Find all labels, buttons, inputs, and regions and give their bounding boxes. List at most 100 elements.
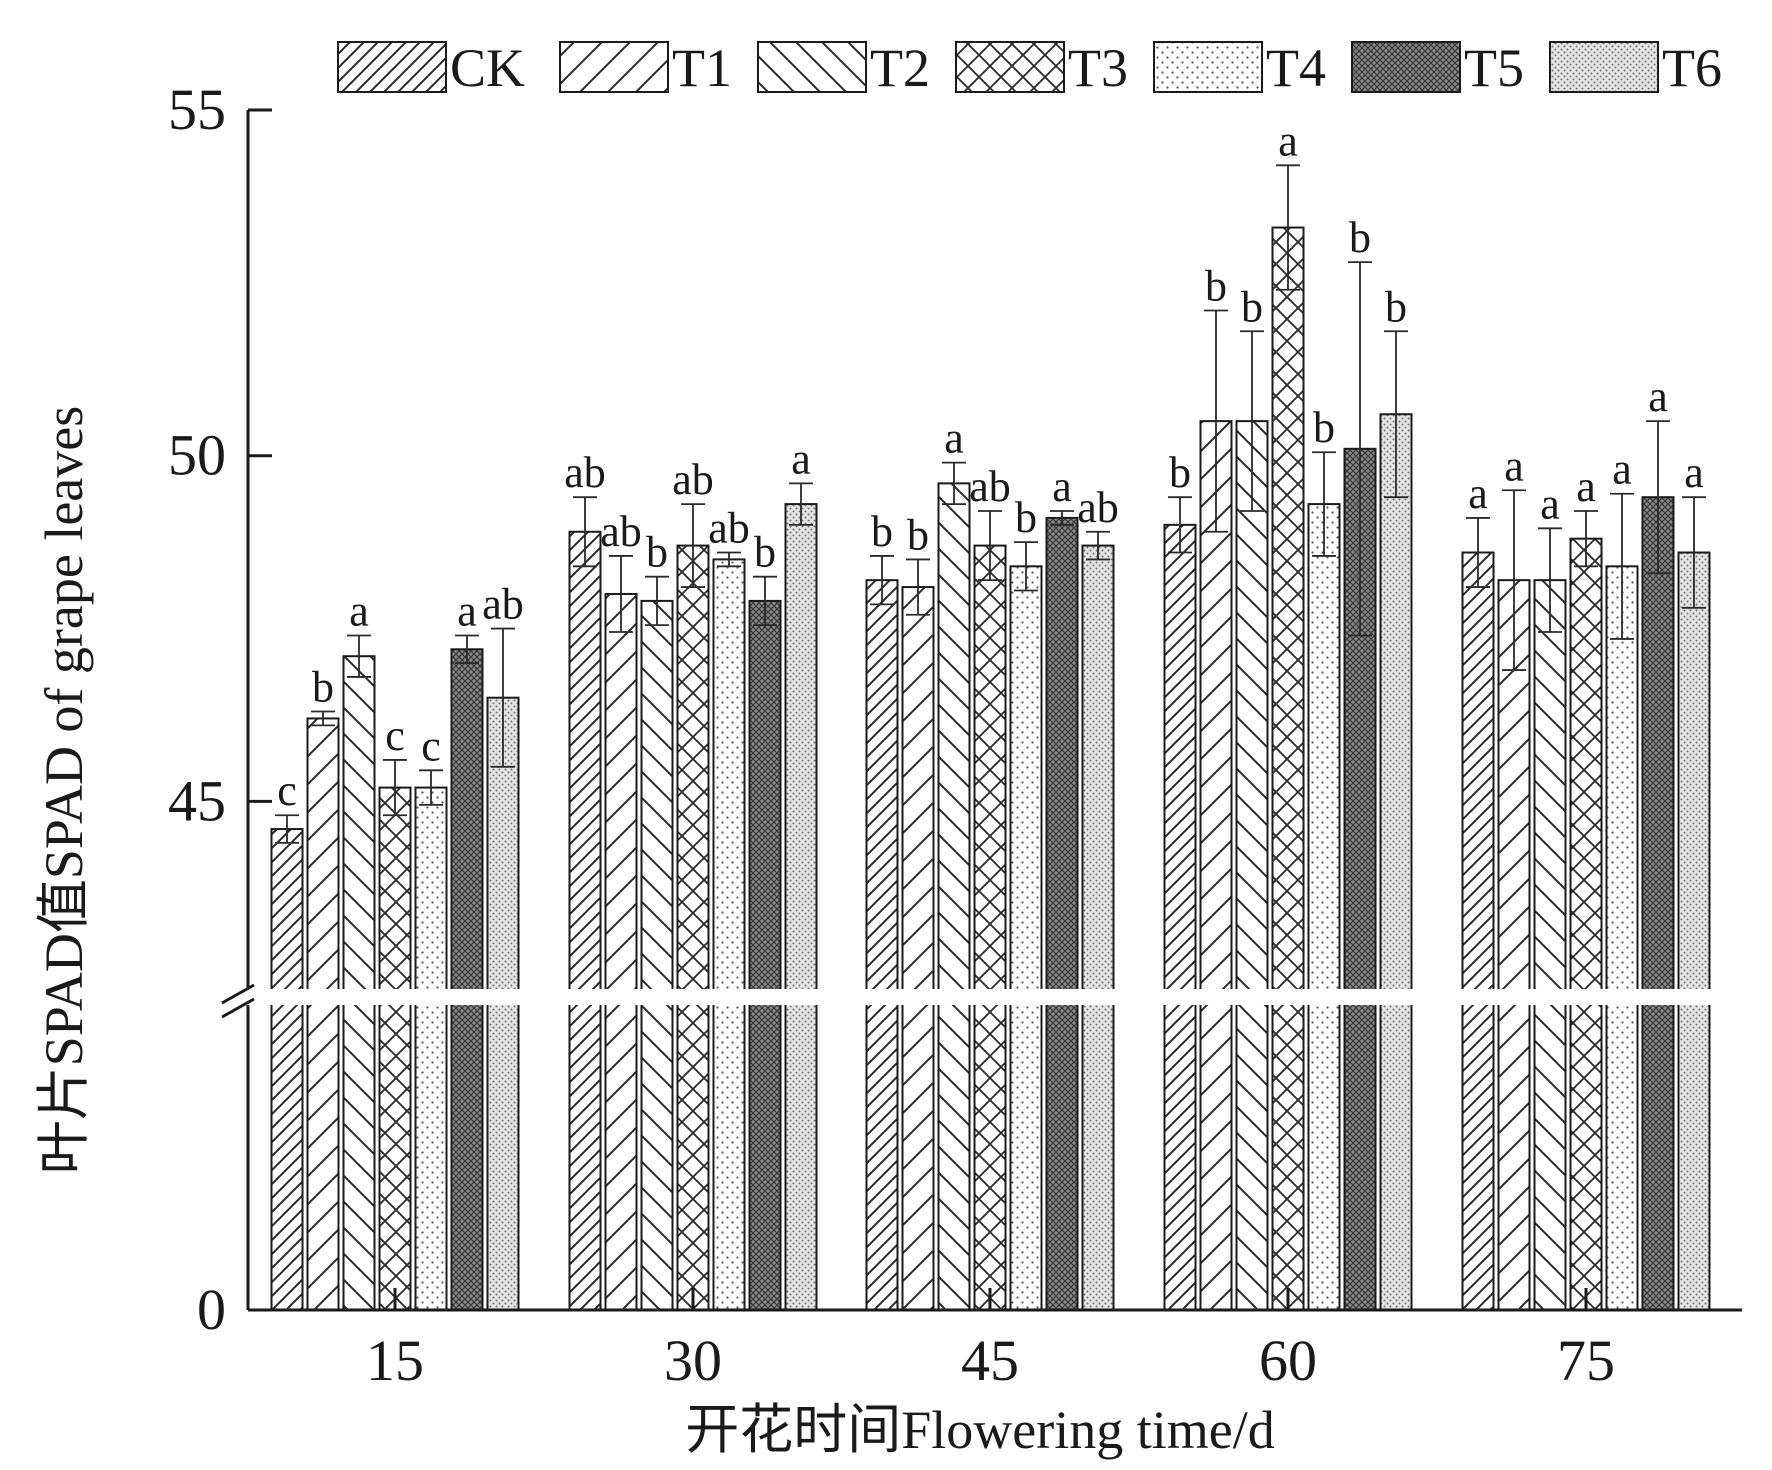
error-bar-t2-60 <box>1240 330 1264 512</box>
sig-letter-t4-30: ab <box>708 504 750 553</box>
legend-swatch-t5 <box>1351 41 1461 93</box>
error-bar-t3-60 <box>1276 164 1300 291</box>
legend-item-ck: CK <box>337 38 525 98</box>
sig-letter-t6-60: b <box>1385 282 1407 331</box>
y-tick-label-55: 55 <box>168 77 226 142</box>
error-bar-t3-75 <box>1574 510 1598 568</box>
bar-t2-30 <box>640 599 674 1311</box>
error-bar-t5-45 <box>1050 510 1074 526</box>
legend-label-ck: CK <box>450 38 525 98</box>
legend-swatch-t3 <box>955 41 1065 93</box>
error-bar-t2-45 <box>942 461 966 506</box>
bar-t4-45 <box>1009 565 1043 1311</box>
sig-letter-t4-45: b <box>1015 493 1037 542</box>
axes-group: 0 45 50 55 15 30 45 60 75 <box>168 77 1752 1393</box>
error-bar-t6-75 <box>1682 496 1706 609</box>
error-bar-t5-30 <box>753 575 777 626</box>
legend-label-t6: T6 <box>1662 38 1722 98</box>
sig-letter-t2-15: a <box>349 586 369 635</box>
error-bar-t1-60 <box>1204 309 1228 533</box>
sig-letter-ck-75: a <box>1468 469 1488 518</box>
bar-t1-75 <box>1497 579 1531 1311</box>
error-bar-ck-60 <box>1168 496 1192 554</box>
error-bar-t6-30 <box>789 482 813 526</box>
sig-letter-t1-75: a <box>1504 441 1524 490</box>
x-axis-title: 开花时间Flowering time/d <box>685 1400 1274 1460</box>
sig-letter-t5-15: a <box>457 586 477 635</box>
legend-item-t5: T5 <box>1351 38 1524 98</box>
sig-letter-t1-60: b <box>1205 262 1227 311</box>
error-bar-t3-15 <box>383 759 407 817</box>
sig-letter-t3-60: a <box>1278 116 1298 165</box>
sig-letter-t6-15: ab <box>482 580 524 629</box>
sig-letter-t4-60: b <box>1313 403 1335 452</box>
error-bar-t4-75 <box>1610 492 1634 640</box>
sig-letter-t6-75: a <box>1684 448 1704 497</box>
bar-t5-45 <box>1045 516 1079 1311</box>
error-bar-t3-45 <box>978 510 1002 582</box>
bar-ck-30 <box>568 530 602 1311</box>
error-bar-t6-15 <box>491 627 515 768</box>
legend-label-t5: T5 <box>1464 38 1524 98</box>
sig-letter-t3-15: c <box>385 711 405 760</box>
bar-t5-15 <box>450 648 484 1311</box>
bar-ck-45 <box>865 579 899 1311</box>
x-tick-label-15: 15 <box>366 1328 424 1393</box>
legend-item-t4: T4 <box>1153 38 1326 98</box>
sig-letter-t2-75: a <box>1540 479 1560 528</box>
legend-item-t1: T1 <box>559 38 732 98</box>
y-tick-label-0: 0 <box>197 1277 226 1342</box>
bar-ck-15 <box>270 828 304 1311</box>
sig-letter-t3-45: ab <box>969 462 1011 511</box>
legend-swatch-t4 <box>1153 41 1263 93</box>
sig-letter-t5-30: b <box>754 528 776 577</box>
error-bar-t5-60 <box>1348 261 1372 637</box>
bar-t6-45 <box>1081 544 1115 1311</box>
sig-letter-t3-30: ab <box>672 455 714 504</box>
error-bar-t5-75 <box>1646 420 1670 575</box>
bar-t3-30 <box>676 544 710 1311</box>
sig-letter-t1-30: ab <box>600 507 642 556</box>
error-bar-t5-15 <box>455 634 479 665</box>
bar-t4-30 <box>712 558 746 1311</box>
legend-item-t6: T6 <box>1549 38 1722 98</box>
error-bar-ck-30 <box>573 496 597 568</box>
sig-letter-t3-75: a <box>1576 462 1596 511</box>
legend-label-t1: T1 <box>672 38 732 98</box>
bar-t3-45 <box>973 544 1007 1311</box>
sig-letter-t5-60: b <box>1349 213 1371 262</box>
bar-t6-30 <box>784 503 818 1311</box>
error-bar-t4-45 <box>1014 541 1038 592</box>
bar-t3-60 <box>1271 226 1305 1311</box>
bar-t2-75 <box>1533 579 1567 1311</box>
sig-letter-t2-60: b <box>1241 282 1263 331</box>
error-bar-t4-60 <box>1312 451 1336 557</box>
error-bar-t1-45 <box>906 558 930 616</box>
bar-t2-60 <box>1235 420 1269 1311</box>
error-bar-t2-15 <box>347 634 371 678</box>
bar-t1-45 <box>901 586 935 1311</box>
legend-label-t3: T3 <box>1068 38 1128 98</box>
legend-item-t3: T3 <box>955 38 1128 98</box>
bar-t4-75 <box>1605 565 1639 1311</box>
axis-break-gap <box>218 989 1752 1005</box>
bar-t2-45 <box>937 482 971 1311</box>
error-bar-t4-15 <box>419 769 443 806</box>
sig-letter-t1-15: b <box>312 663 334 712</box>
error-bar-t3-30 <box>681 503 705 588</box>
legend-item-t2: T2 <box>757 38 930 98</box>
bar-t1-15 <box>306 717 340 1311</box>
bar-t3-75 <box>1569 537 1603 1311</box>
legend-swatch-t1 <box>559 41 669 93</box>
y-axis-title: 叶片SPAD值SPAD of grape leaves <box>34 406 94 1175</box>
error-bar-t6-45 <box>1086 530 1110 561</box>
error-bar-t1-15 <box>311 710 335 727</box>
y-tick-label-50: 50 <box>168 423 226 488</box>
legend-label-t4: T4 <box>1266 38 1326 98</box>
error-bar-t4-30 <box>717 551 741 568</box>
error-bar-ck-45 <box>870 555 894 606</box>
sig-letter-t6-45: ab <box>1077 483 1119 532</box>
